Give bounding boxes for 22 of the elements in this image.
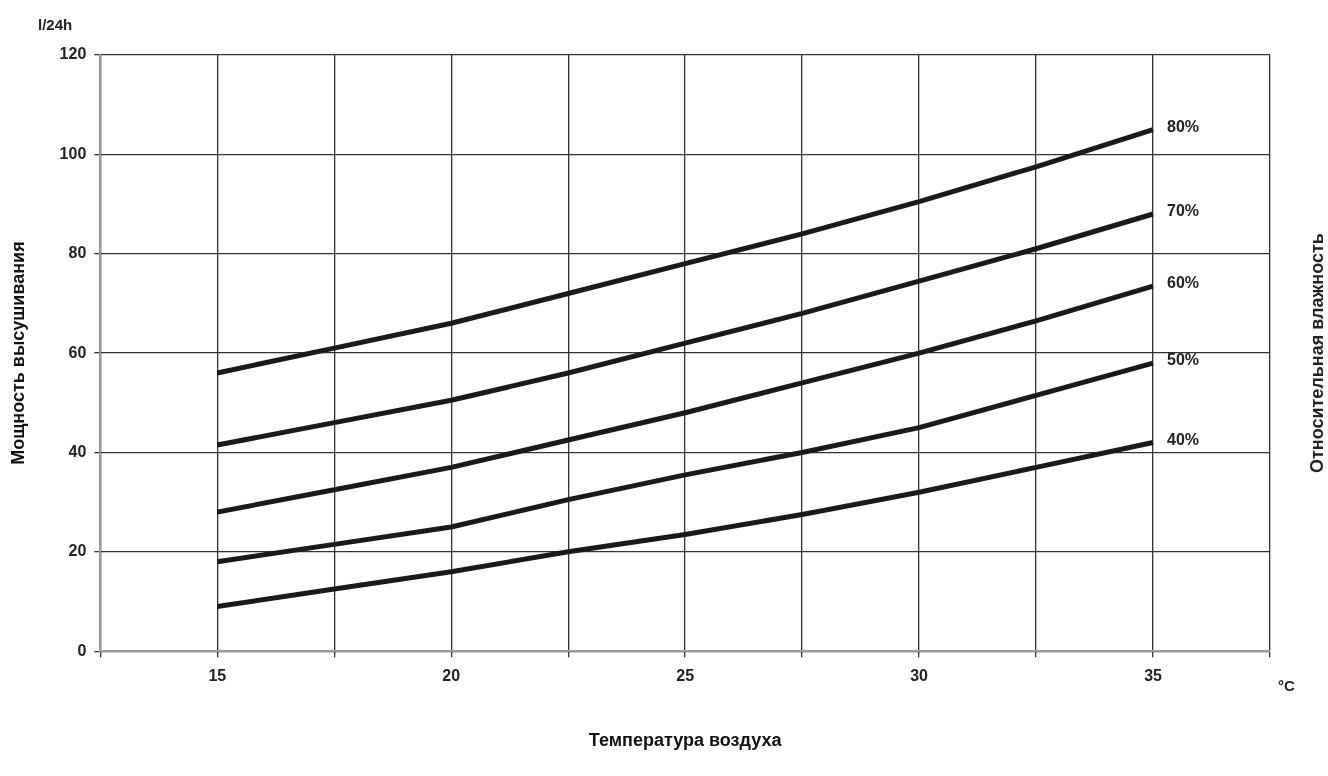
y2-axis-title: Относительная влажность (1306, 233, 1327, 473)
x-tick-label: 25 (676, 667, 695, 685)
y-tick-label: 40 (68, 442, 87, 460)
y-tick-label: 60 (68, 343, 87, 361)
y-tick-label: 20 (68, 542, 87, 560)
text: °C (1278, 677, 1295, 695)
y-tick-label: 80 (68, 244, 87, 262)
x-axis-title: Температура воздуха (588, 730, 783, 751)
y-tick-label: 0 (77, 641, 87, 659)
series-label: 60% (1167, 274, 1200, 292)
text: l/24h (38, 16, 73, 34)
y-tick-label: 100 (59, 144, 87, 162)
x-tick-label: 15 (208, 667, 227, 685)
series-label: 70% (1167, 202, 1200, 220)
y-tick-label: 120 (59, 45, 87, 63)
x-tick-label: 30 (910, 667, 929, 685)
y-axis-title: Мощность высушивания (7, 241, 28, 465)
series-label: 40% (1167, 430, 1200, 448)
x-tick-label: 35 (1144, 667, 1163, 685)
x-tick-label: 20 (442, 667, 461, 685)
series-label: 80% (1167, 117, 1200, 135)
series-label: 50% (1167, 351, 1200, 369)
